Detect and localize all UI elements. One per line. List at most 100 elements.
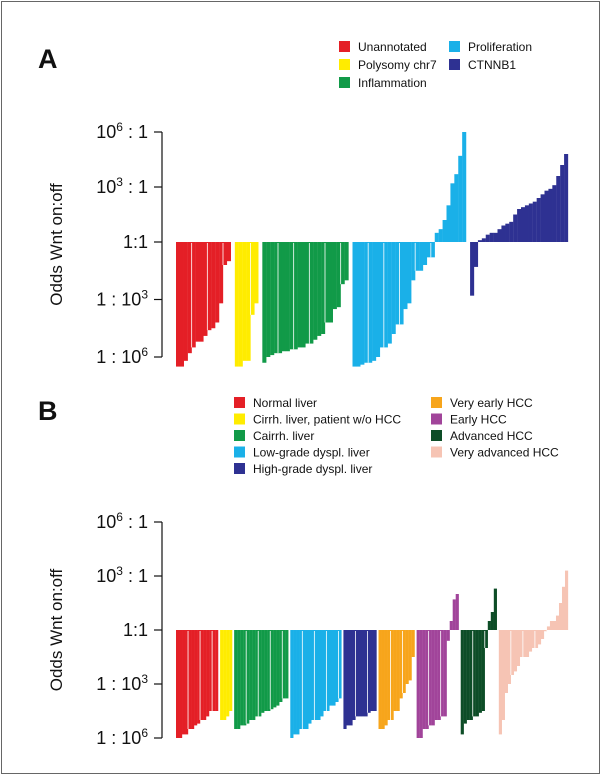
bar-series <box>470 154 569 296</box>
bar <box>349 630 353 726</box>
bar <box>430 242 435 258</box>
bar <box>423 242 428 265</box>
bar <box>490 612 494 630</box>
bar <box>176 630 180 738</box>
bar-series <box>352 132 467 367</box>
bar <box>270 630 274 710</box>
bar <box>504 630 508 693</box>
bar <box>556 176 561 242</box>
y-tick-label: 106 : 1 <box>96 120 148 142</box>
bar <box>242 242 247 361</box>
bar <box>195 242 200 342</box>
bar <box>309 242 314 344</box>
bar <box>419 630 423 738</box>
legend-item: Cirrh. liver, patient w/o HCC <box>234 413 401 427</box>
bar <box>395 242 400 325</box>
bar <box>560 165 565 242</box>
bar <box>455 594 459 630</box>
bar <box>215 242 220 323</box>
y-tick-label: 103 : 1 <box>96 564 148 586</box>
bar <box>301 242 306 348</box>
legend-swatch <box>339 77 350 88</box>
bar <box>246 242 251 361</box>
panel-letter: A <box>38 44 58 74</box>
bar <box>176 242 181 367</box>
bar <box>340 242 345 285</box>
bar-series <box>498 570 569 735</box>
bar <box>509 221 514 242</box>
bar <box>258 630 262 717</box>
bar <box>513 214 518 242</box>
legend-item: Very early HCC <box>431 396 533 410</box>
legend-swatch <box>234 430 245 441</box>
bar <box>376 242 381 357</box>
bar <box>252 630 256 720</box>
bar <box>203 630 207 720</box>
bar <box>564 154 569 242</box>
bar <box>356 242 361 367</box>
bar-series <box>234 630 289 729</box>
bar <box>561 586 566 630</box>
bar <box>191 630 195 729</box>
bar <box>358 630 362 717</box>
bar <box>278 242 283 354</box>
bar <box>296 630 300 735</box>
bar <box>510 630 515 675</box>
legend-label: Proliferation <box>468 40 532 54</box>
y-tick-label: 1 : 106 <box>96 726 148 748</box>
bar <box>332 242 337 310</box>
bar <box>297 242 302 348</box>
bar <box>370 630 374 711</box>
legend-item: Cairrh. liver <box>234 429 314 443</box>
legend-swatch <box>234 397 245 408</box>
bar <box>215 630 219 711</box>
bar <box>338 630 342 699</box>
panel-b: B Normal liver Cirrh. liver, patient w/o H… <box>38 396 569 748</box>
bar <box>460 630 464 735</box>
bar <box>336 242 341 308</box>
bar <box>179 630 183 738</box>
bar <box>183 242 188 361</box>
bar <box>329 630 333 706</box>
bar <box>290 630 294 738</box>
bar <box>302 630 306 729</box>
legend-label: Early HCC <box>450 413 507 427</box>
legend-item: High-grade dyspl. liver <box>234 462 372 476</box>
bar <box>305 242 310 344</box>
bar <box>187 242 192 354</box>
bar <box>426 242 431 258</box>
bar <box>513 630 518 672</box>
bar <box>544 190 549 242</box>
legend-label: CTNNB1 <box>468 58 516 72</box>
legend-swatch <box>234 446 245 458</box>
bar <box>411 242 416 281</box>
bar <box>466 630 470 720</box>
bar <box>379 242 384 348</box>
bar <box>188 630 192 729</box>
bar <box>212 630 216 711</box>
bar <box>234 630 238 729</box>
y-tick-label: 1:1 <box>123 232 148 252</box>
bar <box>262 242 267 363</box>
bar <box>487 621 491 630</box>
bar <box>360 242 365 365</box>
bar <box>493 588 497 630</box>
legend-item: Proliferation <box>449 40 532 54</box>
bar <box>493 232 498 242</box>
y-tick-label: 1 : 106 <box>96 345 148 367</box>
bar <box>564 570 569 630</box>
bar <box>507 630 511 684</box>
bar <box>390 630 394 720</box>
bar <box>446 205 451 242</box>
bar <box>220 630 224 720</box>
legend-swatch <box>234 463 245 474</box>
bar <box>276 630 280 706</box>
bar <box>428 630 432 726</box>
bar <box>179 242 184 367</box>
bar <box>289 242 294 350</box>
bar <box>519 630 524 657</box>
y-tick-label: 1:1 <box>123 620 148 640</box>
bar <box>229 630 233 711</box>
legend-swatch <box>234 413 245 425</box>
bar <box>534 630 539 648</box>
